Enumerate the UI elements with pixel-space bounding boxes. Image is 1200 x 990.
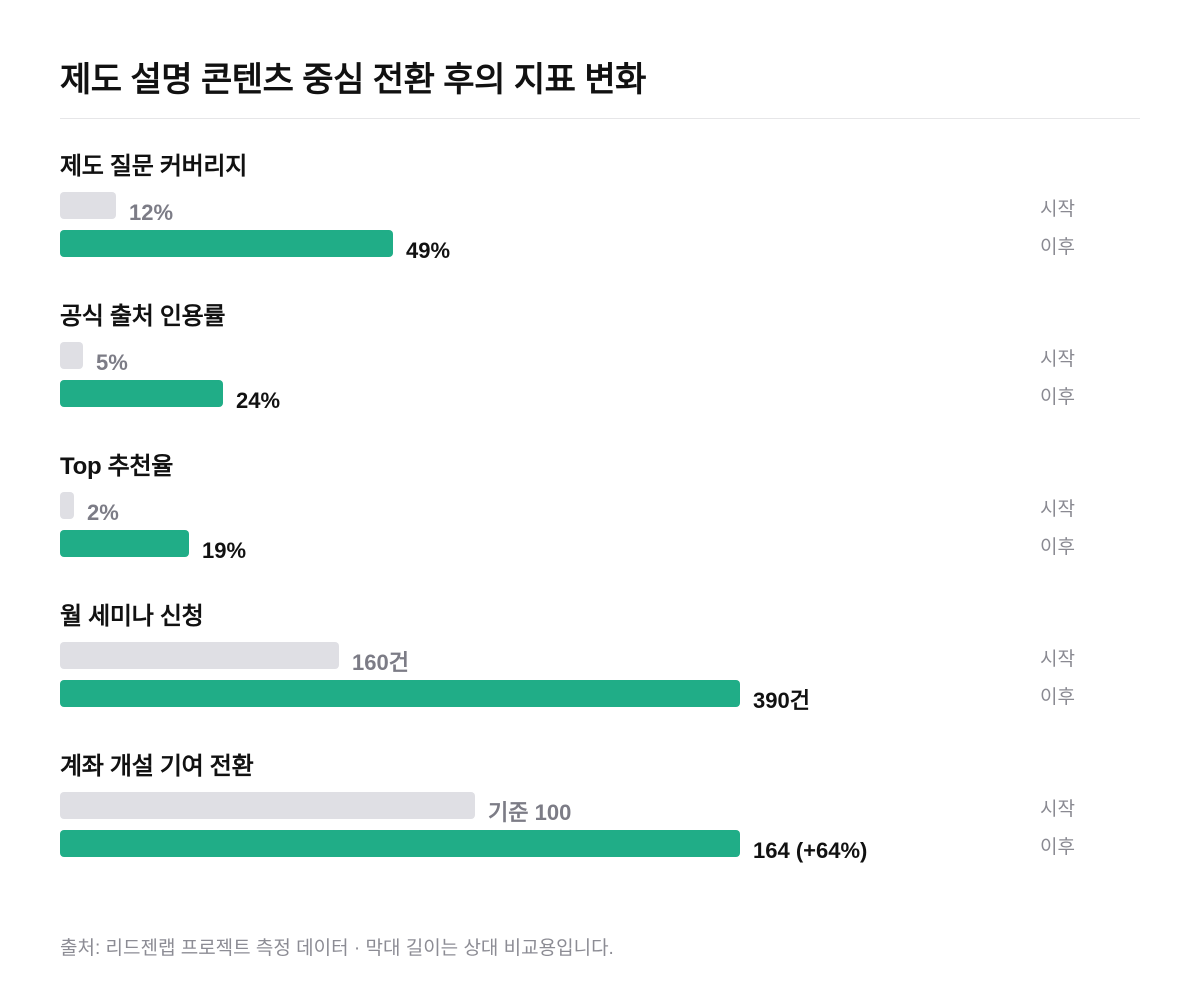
after-bar (60, 530, 189, 557)
legend-after-label: 이후 (1040, 387, 1075, 408)
legend-after-label: 이후 (1040, 237, 1075, 258)
legend-before-label: 시작 (1040, 349, 1075, 370)
metric-label: 제도 질문 커버리지 (60, 153, 247, 180)
legend-after-label: 이후 (1040, 837, 1075, 858)
metric-label: 월 세미나 신청 (60, 603, 204, 630)
after-bar (60, 680, 740, 707)
before-value-label: 2% (87, 500, 119, 525)
after-value-label: 19% (202, 538, 247, 563)
before-value-label: 12% (129, 200, 174, 225)
legend-before-label: 시작 (1040, 799, 1075, 820)
after-value-label: 164 (+64%) (753, 838, 868, 863)
legend-before-label: 시작 (1040, 649, 1075, 670)
legend-after-label: 이후 (1040, 687, 1075, 708)
legend-after-label: 이후 (1040, 537, 1075, 558)
after-bar (60, 380, 223, 407)
metric-group: 제도 질문 커버리지 12% 시작 49% 이후 (0, 153, 1200, 317)
before-bar (60, 192, 116, 219)
before-value-label: 5% (96, 350, 128, 375)
chart-title: 제도 설명 콘텐츠 중심 전환 후의 지표 변화 (60, 61, 646, 99)
before-value-label: 기준 100 (488, 800, 572, 825)
after-value-label: 24% (236, 388, 281, 413)
before-value-label: 160건 (352, 650, 409, 675)
metric-label: 계좌 개설 기여 전환 (60, 753, 254, 780)
before-bar (60, 492, 74, 519)
after-bar (60, 230, 393, 257)
footnote: 출처: 리드젠랩 프로젝트 측정 데이터 · 막대 길이는 상대 비교용입니다. (60, 938, 614, 959)
after-value-label: 49% (406, 238, 451, 263)
metric-group: Top 추천율 2% 시작 19% 이후 (0, 453, 1200, 617)
title-divider (60, 118, 1140, 119)
legend-before-label: 시작 (1040, 499, 1075, 520)
metric-label: Top 추천율 (60, 453, 174, 480)
metric-group: 공식 출처 인용률 5% 시작 24% 이후 (0, 303, 1200, 467)
metric-label: 공식 출처 인용률 (60, 303, 226, 330)
legend-before-label: 시작 (1040, 199, 1075, 220)
after-value-label: 390건 (753, 688, 810, 713)
before-bar (60, 342, 83, 369)
metric-group: 월 세미나 신청 160건 시작 390건 이후 (0, 603, 1200, 767)
bar-chart: 제도 질문 커버리지 12% 시작 49% 이후 공식 출처 인용률 5% 시작 24% 이후 To… (0, 153, 1200, 863)
before-bar (60, 792, 475, 819)
after-bar (60, 830, 740, 857)
before-bar (60, 642, 339, 669)
